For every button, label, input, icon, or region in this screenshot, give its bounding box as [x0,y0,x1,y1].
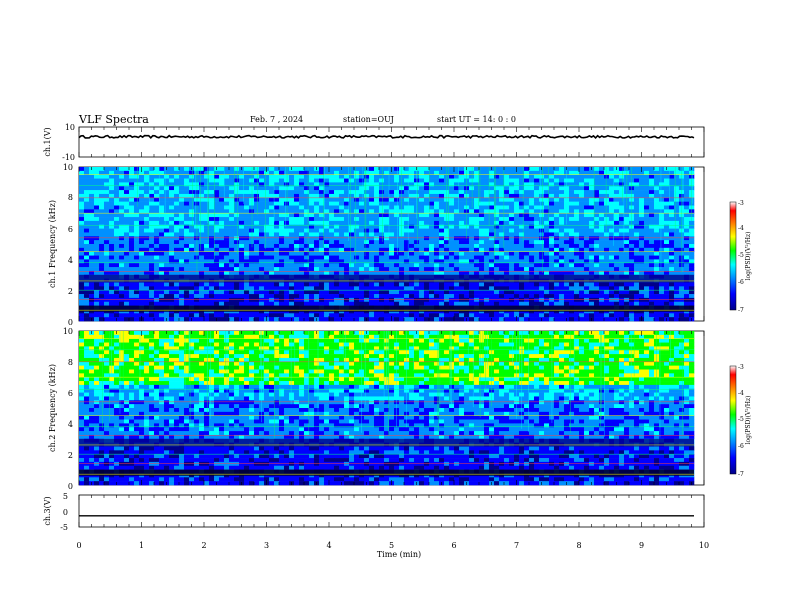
ch2-cb-tick-7: -7 [738,471,744,478]
ch3-ylabel: ch.3(V) [43,496,52,525]
ch2-ytick-0: 0 [68,482,73,491]
ch2-cb-tick-4: -4 [738,390,744,397]
axis-tick-marks [78,127,705,527]
x-tick-label: 0 [76,541,81,550]
ch1-ytick-10: 10 [63,163,73,172]
figure-title: VLF Spectra [78,113,149,126]
ch1-cb-tick-5: -5 [738,252,744,259]
x-axis-label: Time (min) [377,550,421,559]
ch1-spectrogram-panel: 10 8 6 4 2 0 ch.1 Frequency (kHz) -3 -4 … [48,163,752,327]
ch1-cb-tick-7: -7 [738,307,744,314]
ch1-ytick-4: 4 [68,256,73,265]
ch2-cb-tick-3: -3 [738,364,744,371]
ch1-ytick-0: 0 [68,318,73,327]
ch1-spec-ylabel: ch.1 Frequency (kHz) [48,200,57,288]
x-tick-label: 8 [576,541,581,550]
ch1-ylabel: ch.1(V) [43,127,52,156]
x-tick-label: 2 [201,541,206,550]
ch1-waveform-panel: 10 -10 ch.1(V) [43,123,705,162]
ch2-cb-tick-6: -6 [738,443,744,450]
ch2-spectrogram-image [79,331,695,486]
ch2-colorbar [729,365,737,475]
x-tick-label: 6 [451,541,456,550]
ch2-ytick-8: 8 [68,358,73,367]
ch1-ytick-top: 10 [65,123,75,132]
ch1-spectrogram-image [79,167,695,322]
ch3-waveform-panel: 5 0 -5 ch.3(V) [43,492,705,532]
ch2-spec-ylabel: ch.2 Frequency (kHz) [48,364,57,452]
ch1-ytick-bottom: -10 [62,153,75,162]
ch2-ytick-2: 2 [68,451,73,460]
ch1-colorbar-label: log(PSD)(V²/Hz) [745,232,752,281]
x-tick-label: 3 [264,541,269,550]
ch1-cb-tick-3: -3 [738,200,744,207]
ch1-cb-tick-4: -4 [738,225,744,232]
ch3-ytick-0: 0 [63,508,68,517]
start-ut-label: start UT = 14: 0 : 0 [437,115,516,124]
ch3-ytick-minus5: -5 [60,523,68,532]
ch1-ytick-2: 2 [68,287,73,296]
ch2-colorbar-label: log(PSD)(V²/Hz) [745,396,752,445]
x-tick-label: 10 [699,541,709,550]
ch2-ytick-10: 10 [63,327,73,336]
ch2-cb-tick-5: -5 [738,416,744,423]
ch1-colorbar [729,201,737,311]
x-axis-tick-labels: 0 1 2 3 4 5 6 7 8 9 10 [76,541,709,550]
ch2-ytick-6: 6 [68,389,73,398]
x-tick-label: 7 [514,541,519,550]
x-tick-label: 9 [639,541,644,550]
ch1-ytick-8: 8 [68,193,73,202]
ch1-waveform-trace [78,134,695,140]
ch2-spectrogram-panel: 10 8 6 4 2 0 ch.2 Frequency (kHz) -3 -4 … [48,327,752,491]
date-label: Feb. 7 , 2024 [250,115,303,124]
x-tick-label: 5 [389,541,394,550]
x-tick-label: 1 [139,541,144,550]
ch2-ytick-4: 4 [68,420,73,429]
ch3-ytick-5: 5 [63,492,68,501]
ch1-ytick-6: 6 [68,225,73,234]
station-label: station=OUJ [343,115,394,124]
x-tick-label: 4 [326,541,331,550]
ch1-cb-tick-6: -6 [738,279,744,286]
